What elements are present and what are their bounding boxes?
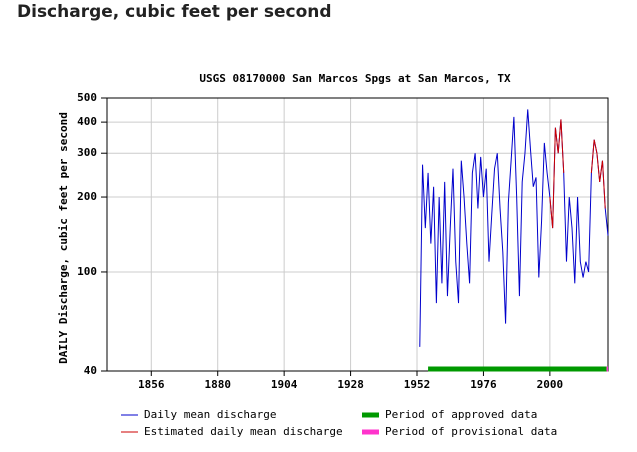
legend-label: Period of provisional data xyxy=(385,425,557,438)
x-tick-label: 2000 xyxy=(537,378,564,391)
x-tick-label: 1952 xyxy=(404,378,431,391)
x-tick-label: 1976 xyxy=(470,378,497,391)
x-tick-label: 1928 xyxy=(337,378,364,391)
page-heading: Discharge, cubic feet per second xyxy=(17,2,332,22)
y-axis-label: DAILY Discharge, cubic feet per second xyxy=(57,112,70,364)
y-tick-label: 40 xyxy=(84,364,97,377)
x-tick-label: 1880 xyxy=(204,378,231,391)
legend-label: Daily mean discharge xyxy=(144,408,276,421)
x-tick-label: 1904 xyxy=(271,378,298,391)
y-tick-label: 500 xyxy=(77,91,97,104)
x-tick-label: 1856 xyxy=(138,378,165,391)
plot-frame xyxy=(106,97,609,372)
y-tick-label: 100 xyxy=(77,265,97,278)
y-tick-label: 300 xyxy=(77,146,97,159)
legend-label: Period of approved data xyxy=(385,408,537,421)
chart-title: USGS 08170000 San Marcos Spgs at San Mar… xyxy=(199,72,511,85)
y-tick-label: 400 xyxy=(77,115,97,128)
data-line xyxy=(419,109,609,347)
data-line xyxy=(549,119,606,229)
y-tick-label: 200 xyxy=(77,190,97,203)
legend-label: Estimated daily mean discharge xyxy=(144,425,343,438)
